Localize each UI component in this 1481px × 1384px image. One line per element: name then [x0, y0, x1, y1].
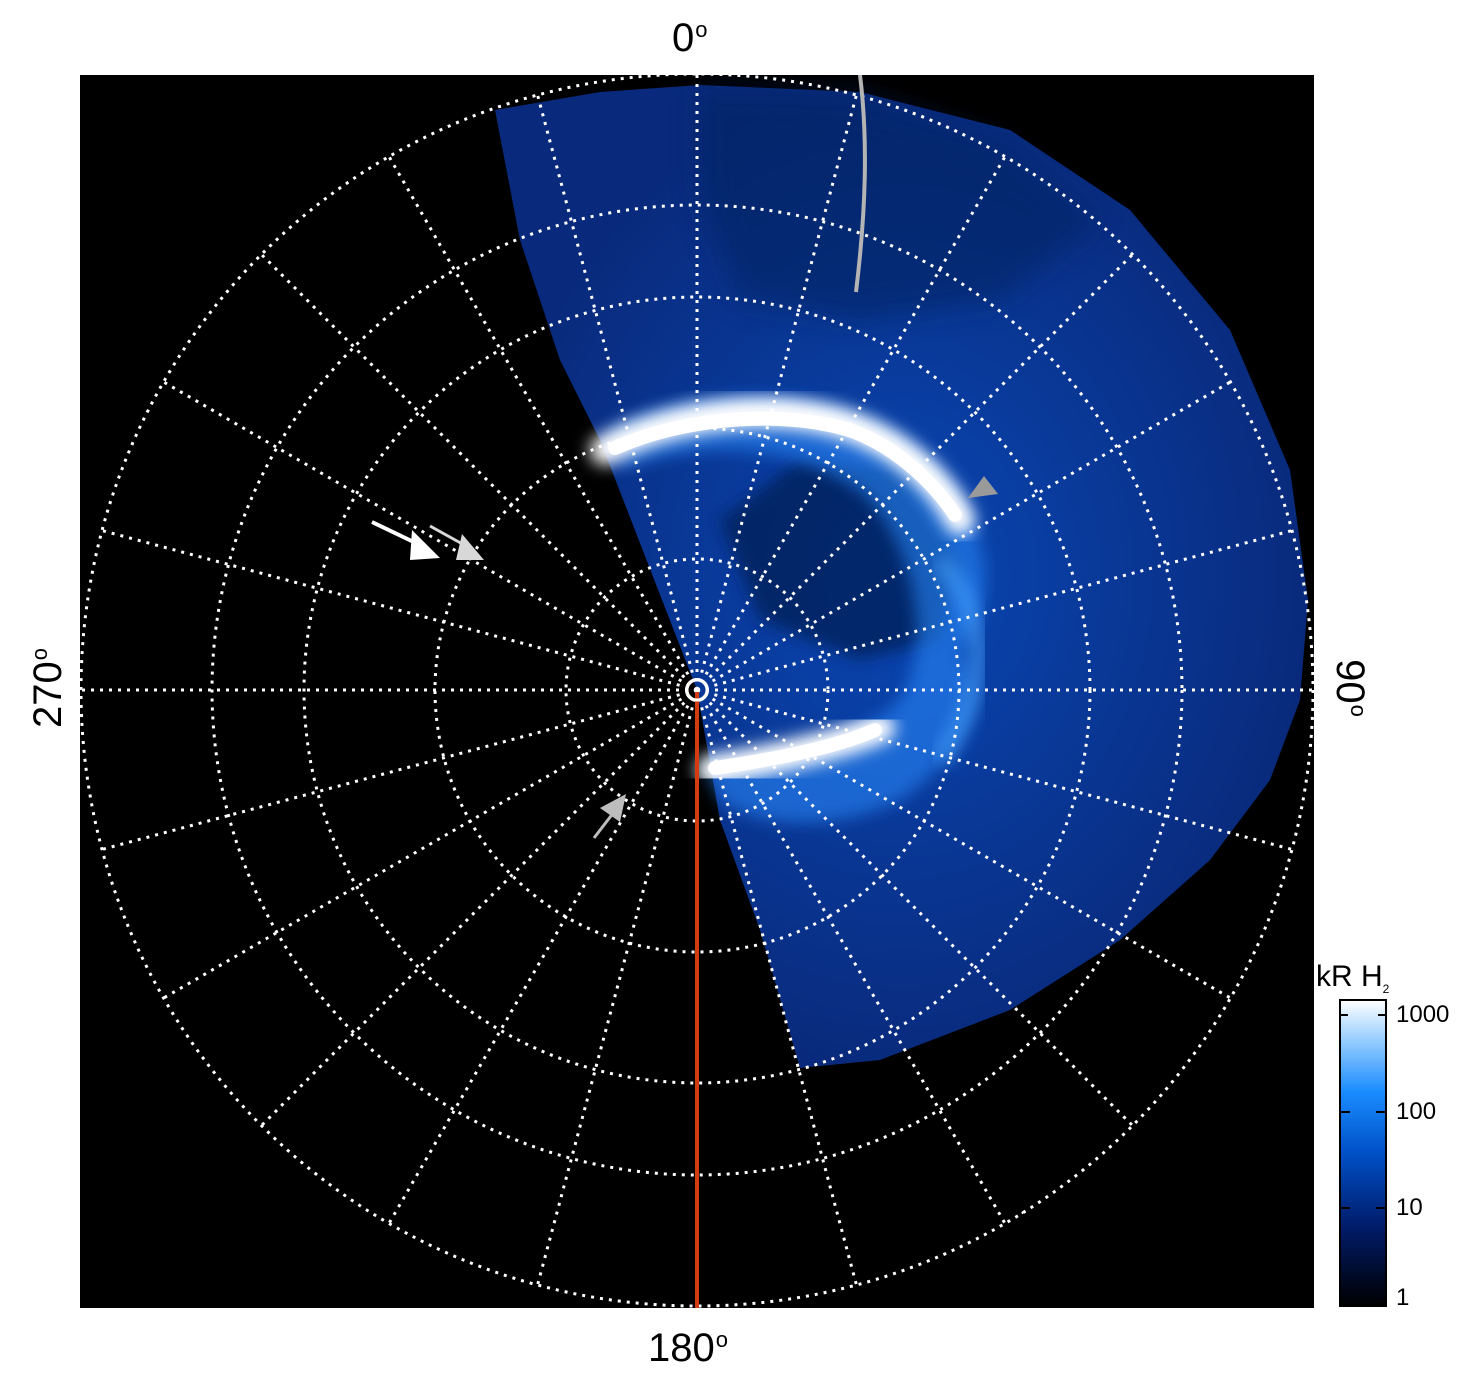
colorbar-tick-1: 1 — [1396, 1284, 1410, 1311]
grid-circle-1 — [564, 557, 830, 823]
grid-circle-4 — [210, 203, 1184, 1177]
angle-label-180: 180o — [648, 1326, 728, 1370]
colorbar — [1339, 999, 1387, 1307]
angle-label-90: 90o — [1328, 659, 1372, 717]
colorbar-tick-100: 100 — [1396, 1098, 1437, 1125]
pole-marker — [685, 678, 709, 702]
triangle-marker — [968, 476, 998, 498]
arrow-white — [371, 520, 440, 560]
arrow-grey-lower — [592, 794, 626, 839]
colorbar-tick-1000: 1000 — [1396, 1001, 1450, 1028]
auroral-halo — [610, 396, 985, 823]
colorbar-tick-10: 10 — [1396, 1194, 1423, 1221]
angle-label-270: 270o — [26, 648, 70, 728]
colorbar-title: kR H2 — [1316, 960, 1390, 996]
grid-circle-5 — [80, 75, 1314, 1308]
angle-label-0: 0o — [672, 16, 708, 60]
dark-outer-region — [700, 90, 1100, 320]
grid-circle-3 — [302, 295, 1092, 1085]
main-oval-lower-core — [708, 723, 882, 775]
colorbar-minor-ticks — [1340, 1014, 1386, 1305]
secondary-arc — [932, 554, 987, 766]
grey-arc-line — [854, 75, 867, 293]
arrow-light-grey — [429, 524, 484, 560]
